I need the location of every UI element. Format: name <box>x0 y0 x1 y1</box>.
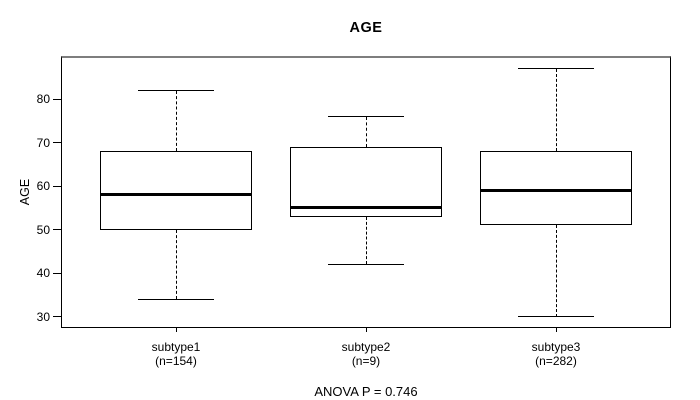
y-tick-mark <box>53 185 61 187</box>
y-tick-mark <box>53 316 61 318</box>
median-line <box>290 206 442 210</box>
iqr-box <box>290 147 442 217</box>
median-line <box>480 189 632 193</box>
y-tick-label: 60 <box>36 179 50 194</box>
group-name: subtype3 <box>531 340 581 354</box>
upper-whisker-line <box>555 68 557 152</box>
chart-title: AGE <box>349 20 383 36</box>
x-tick-mark <box>555 327 557 332</box>
y-tick-mark <box>53 229 61 231</box>
y-tick-mark <box>53 272 61 274</box>
y-tick-label: 40 <box>36 266 50 281</box>
y-tick-label: 80 <box>36 92 50 107</box>
anova-p-annotation: ANOVA P = 0.746 <box>314 384 418 399</box>
group-name: subtype1 <box>151 340 201 354</box>
lower-whisker-cap <box>518 316 594 318</box>
group-count: (n=154) <box>155 353 197 368</box>
lower-whisker-cap <box>138 298 214 300</box>
upper-whisker-cap <box>328 116 404 118</box>
group-name: subtype2 <box>341 340 391 354</box>
lower-whisker-line <box>555 225 557 317</box>
x-group-label: subtype2 (n=9) <box>296 340 436 368</box>
x-group-label: subtype3 (n=282) <box>486 340 626 368</box>
median-line <box>100 193 252 197</box>
upper-whisker-cap <box>138 90 214 92</box>
y-tick-label: 50 <box>36 222 50 237</box>
upper-whisker-line <box>175 90 177 152</box>
plot-area: 30 40 50 60 70 80 subtype1 (n=154) subtype2 (n=9)… <box>37 56 671 367</box>
lower-whisker-cap <box>328 263 404 265</box>
upper-whisker-line <box>365 116 367 148</box>
upper-whisker-cap <box>518 68 594 70</box>
x-tick-mark <box>175 327 177 332</box>
lower-whisker-line <box>365 216 367 265</box>
iqr-box <box>100 151 252 230</box>
y-tick-mark <box>53 142 61 144</box>
x-group-label: subtype1 (n=154) <box>106 340 246 368</box>
iqr-box <box>480 151 632 226</box>
group-count: (n=282) <box>535 353 577 368</box>
lower-whisker-line <box>175 229 177 300</box>
y-tick-label: 30 <box>36 309 50 324</box>
x-tick-mark <box>365 327 367 332</box>
y-tick-mark <box>53 98 61 100</box>
y-tick-label: 70 <box>36 135 50 150</box>
group-count: (n=9) <box>351 353 381 368</box>
